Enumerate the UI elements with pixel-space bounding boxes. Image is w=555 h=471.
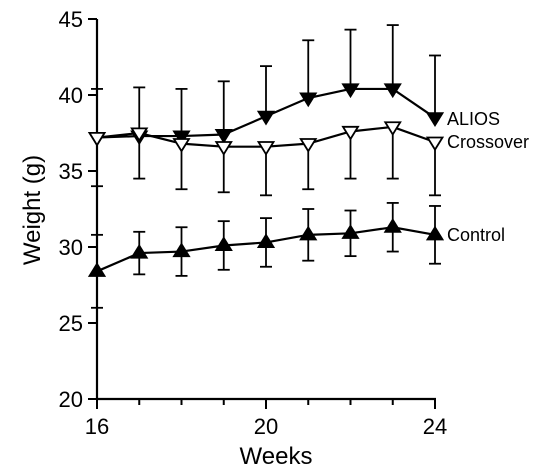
series-label-crossover: Crossover — [447, 132, 529, 152]
x-axis-title: Weeks — [240, 443, 313, 470]
series-crossover: Crossover — [87, 121, 529, 197]
data-point — [341, 83, 360, 99]
data-point — [214, 141, 233, 156]
data-point — [214, 236, 233, 252]
x-tick-label: 24 — [423, 414, 447, 439]
data-point — [383, 121, 402, 137]
y-tick-label: 45 — [59, 7, 83, 32]
data-point — [87, 262, 107, 277]
data-point — [341, 125, 360, 141]
y-tick-label: 30 — [59, 235, 83, 260]
data-point — [172, 138, 191, 153]
data-point — [172, 130, 191, 146]
data-point — [425, 112, 445, 128]
series-label-alios: ALIOS — [447, 109, 500, 129]
data-point — [87, 132, 107, 147]
y-tick-label: 35 — [59, 159, 83, 184]
x-tick-label: 20 — [254, 414, 278, 439]
data-point — [299, 225, 318, 241]
x-tick-label: 16 — [85, 414, 109, 439]
data-point — [256, 110, 276, 126]
data-point — [299, 92, 318, 108]
data-point — [383, 218, 402, 233]
data-point — [256, 233, 276, 248]
y-tick-label: 25 — [59, 311, 83, 336]
data-point — [256, 141, 276, 156]
data-point — [214, 128, 233, 144]
series-alios: ALIOS — [87, 24, 500, 147]
data-point — [425, 225, 445, 241]
data-point — [383, 83, 402, 99]
data-point — [130, 243, 149, 259]
y-tick-label: 40 — [59, 83, 83, 108]
data-point — [130, 127, 149, 143]
series-layer: ALIOS Crossover Control — [87, 24, 529, 309]
data-point — [172, 242, 191, 258]
series-control: Control — [87, 202, 505, 309]
y-axis-title: Weight (g) — [19, 155, 46, 265]
data-point — [341, 224, 360, 239]
y-tick-label: 20 — [59, 387, 83, 412]
data-point — [425, 136, 445, 152]
data-point — [299, 138, 318, 153]
series-label-control: Control — [447, 225, 505, 245]
